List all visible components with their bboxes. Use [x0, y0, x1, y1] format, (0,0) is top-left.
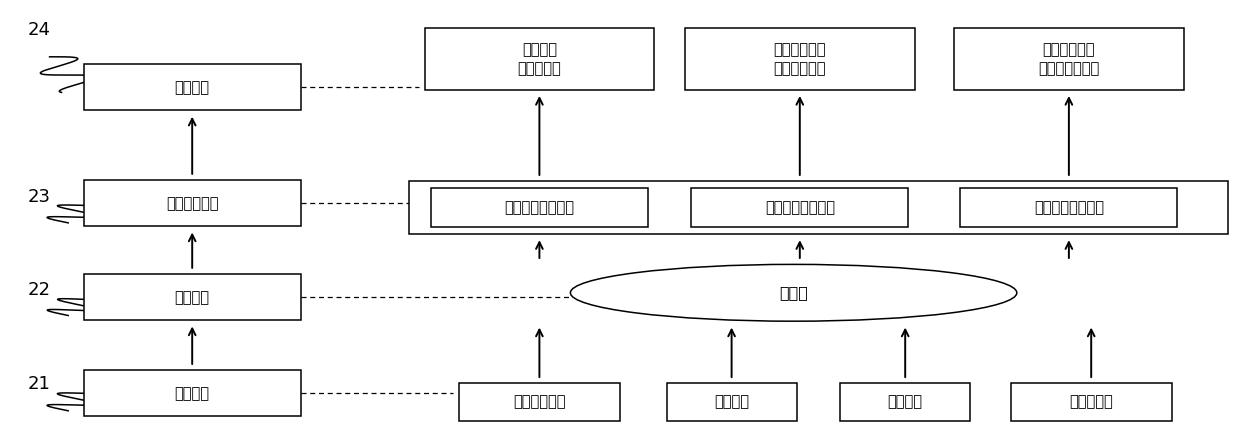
FancyBboxPatch shape: [84, 274, 300, 320]
Text: 区域人流监控模块: 区域人流监控模块: [505, 200, 574, 215]
Text: 数据库: 数据库: [779, 285, 808, 300]
Text: 计算实验单元: 计算实验单元: [166, 196, 218, 211]
Text: 存储单元: 存储单元: [175, 290, 210, 305]
FancyBboxPatch shape: [667, 384, 796, 420]
FancyBboxPatch shape: [841, 384, 970, 420]
FancyBboxPatch shape: [432, 188, 647, 227]
FancyBboxPatch shape: [84, 64, 300, 110]
Text: 时空动态分布模块: 时空动态分布模块: [765, 200, 835, 215]
Text: 社会信号: 社会信号: [714, 395, 749, 409]
FancyBboxPatch shape: [684, 28, 915, 90]
Text: 21: 21: [27, 375, 50, 393]
Text: 人流监控
和预警系统: 人流监控 和预警系统: [517, 42, 562, 76]
Text: 应用单元: 应用单元: [175, 80, 210, 95]
FancyBboxPatch shape: [84, 180, 300, 226]
FancyBboxPatch shape: [84, 371, 300, 416]
FancyBboxPatch shape: [1011, 384, 1172, 420]
Text: 路网数据: 路网数据: [888, 395, 923, 409]
Text: 道路信息采集
与监控预警系统: 道路信息采集 与监控预警系统: [1038, 42, 1100, 76]
Ellipse shape: [570, 264, 1017, 321]
Text: 23: 23: [27, 188, 51, 206]
Text: 互联网数据: 互联网数据: [1069, 395, 1114, 409]
FancyBboxPatch shape: [955, 28, 1183, 90]
FancyBboxPatch shape: [459, 384, 620, 420]
FancyBboxPatch shape: [960, 188, 1178, 227]
Text: 手机信令数据: 手机信令数据: [513, 395, 565, 409]
FancyBboxPatch shape: [409, 181, 1228, 234]
Text: 数据单元: 数据单元: [175, 386, 210, 401]
FancyBboxPatch shape: [692, 188, 908, 227]
Text: 24: 24: [27, 21, 51, 39]
Text: 22: 22: [27, 281, 51, 299]
Text: 城市人口时空
动态分布系统: 城市人口时空 动态分布系统: [774, 42, 826, 76]
Text: 道路监控预测模块: 道路监控预测模块: [1034, 200, 1104, 215]
FancyBboxPatch shape: [424, 28, 655, 90]
